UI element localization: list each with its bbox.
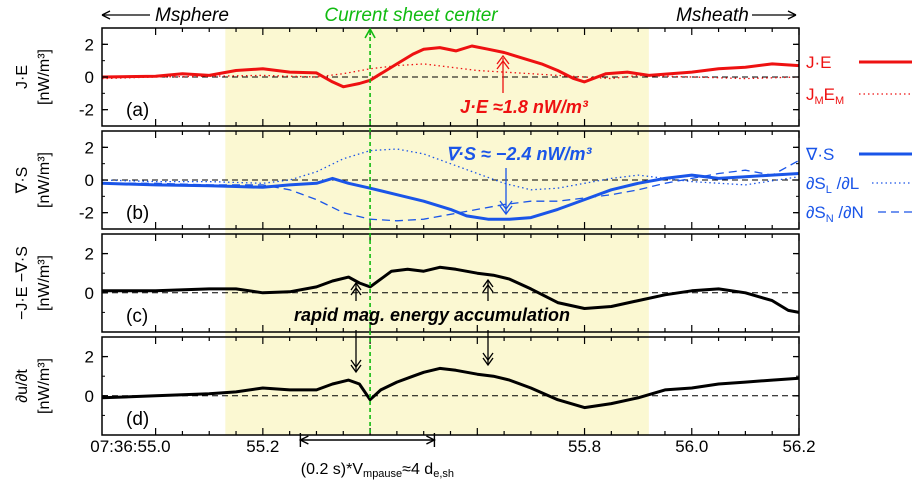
scale-bar-label: (0.2 s)*Vmpause≈4 de,sh <box>301 461 454 480</box>
series-line <box>101 366 800 410</box>
y-axis-unit: [nW/m³] <box>36 49 53 105</box>
annotation-divs: ∇·S ≈ −2.4 nW/m³ <box>446 144 592 164</box>
y-tick-label: 0 <box>85 171 94 190</box>
msheath-arrow-head <box>787 10 797 20</box>
scale-bar: (0.2 s)*Vmpause≈4 de,sh <box>298 433 454 480</box>
x-tick-label: 55.8 <box>568 437 601 456</box>
y-tick-label: 0 <box>85 387 94 406</box>
y-axis-unit: [nW/m³] <box>36 358 53 414</box>
x-tick-label: 55.2 <box>246 437 279 456</box>
series-line <box>102 265 800 314</box>
series-line <box>101 44 800 89</box>
msheath-label: Msheath <box>676 5 749 26</box>
annotation-divs-arrowhead <box>499 200 513 216</box>
panel-a: 2 0 -2 (a) J·E [nW/m³] <box>14 27 800 127</box>
y-tick-label: -2 <box>79 204 94 223</box>
legend-label: ∂SN /∂N <box>806 203 864 225</box>
panel-label: (b) <box>126 203 149 224</box>
panel-label: (a) <box>126 100 149 121</box>
panel-c: 2 0 (c) −J·E −∇·S [nW/m³] <box>14 233 800 333</box>
scale-bar-arrows <box>298 435 436 445</box>
series-line <box>102 159 800 222</box>
y-axis-title: −J·E −∇·S <box>14 246 31 320</box>
y-axis-title: ∇·S <box>14 167 31 195</box>
x-tick-label: 56.0 <box>675 437 708 456</box>
panel-label: (d) <box>126 409 149 430</box>
up-arrowhead <box>482 278 494 293</box>
y-tick-label: 2 <box>85 245 94 264</box>
down-arrowhead <box>350 359 362 374</box>
panel-label: (c) <box>126 306 148 327</box>
legend-label: ∇·S <box>805 145 834 164</box>
series-line <box>101 148 800 191</box>
shaded-interval <box>225 28 649 435</box>
legends: J·E JMEM ∇·S ∂SL /∂L ∂SN /∂N <box>805 53 912 225</box>
legend-label: J·E <box>806 53 832 72</box>
y-tick-label: 0 <box>85 68 94 87</box>
rapid-accumulation-label: rapid mag. energy accumulation <box>294 305 570 325</box>
annotation-je: J·E ≈1.8 nW/m³ <box>460 97 589 117</box>
panel-d: 2 0 (d) ∂u/∂t [nW/m³] <box>14 336 800 436</box>
msphere-label: Msphere <box>155 5 229 26</box>
panel-b: 2 0 -2 (b) ∇·S [nW/m³] <box>14 130 800 230</box>
y-axis-unit: [nW/m³] <box>36 152 53 208</box>
y-axis-unit: [nW/m³] <box>36 255 53 311</box>
y-tick-label: 2 <box>85 138 94 157</box>
legend-label: JMEM <box>806 85 844 107</box>
y-tick-label: 0 <box>85 284 94 303</box>
y-axis-title: J·E <box>14 65 31 89</box>
legend-label: ∂SL /∂L <box>806 174 859 196</box>
annotation-je-arrowhead <box>496 54 510 70</box>
msphere-arrow-head <box>101 10 111 20</box>
annotations: J·E ≈1.8 nW/m³ ∇·S ≈ −2.4 nW/m³ rapid mag.… <box>294 54 592 374</box>
y-tick-label: 2 <box>85 35 94 54</box>
panels: 2 0 -2 (a) J·E [nW/m³] 2 0 -2 (b) ∇·S [nW/m³] 2 0 (c) −… <box>14 27 800 436</box>
y-tick-label: 2 <box>85 348 94 367</box>
x-tick-labels: 07:36:55.0 55.2 55.8 56.0 56.2 <box>90 437 815 456</box>
header: Msphere Current sheet center Msheath <box>101 5 797 26</box>
y-tick-label: -2 <box>79 101 94 120</box>
current-sheet-center-arrowhead <box>364 27 376 39</box>
up-arrowhead <box>350 281 362 296</box>
y-axis-title: ∂u/∂t <box>14 369 31 403</box>
x-tick-label: 07:36:55.0 <box>90 437 170 456</box>
x-tick-label: 56.2 <box>782 437 815 456</box>
down-arrowhead <box>482 352 494 367</box>
current-sheet-label: Current sheet center <box>324 5 498 26</box>
